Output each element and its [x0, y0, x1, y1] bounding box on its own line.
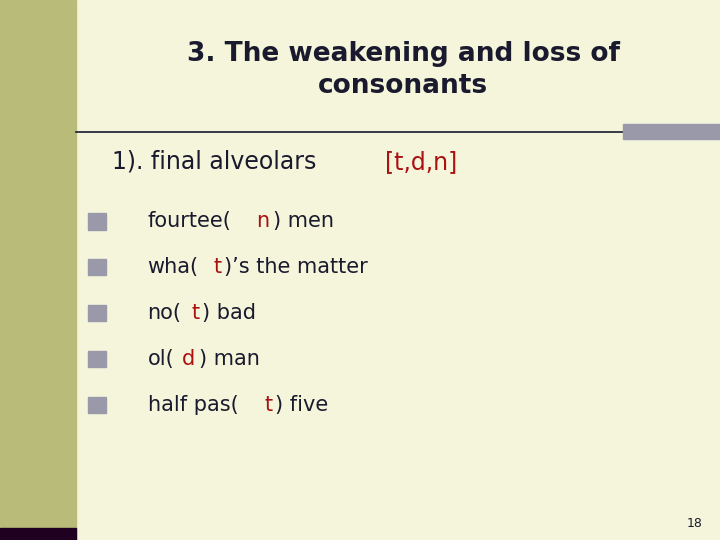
Text: 1). final alveolars: 1). final alveolars — [112, 150, 323, 174]
Text: half pas(: half pas( — [148, 395, 238, 415]
Text: ) five: ) five — [275, 395, 328, 415]
Text: ) man: ) man — [199, 349, 260, 369]
Bar — [89, 213, 107, 230]
Text: 3. The weakening and loss of: 3. The weakening and loss of — [186, 41, 620, 67]
Text: [t,d,n]: [t,d,n] — [385, 150, 457, 174]
Text: t: t — [192, 303, 199, 323]
Text: ) men: ) men — [273, 211, 334, 232]
Bar — [0, 0, 76, 540]
Text: d: d — [182, 349, 195, 369]
Bar — [623, 124, 720, 139]
Text: n: n — [256, 211, 269, 232]
Bar — [0, 528, 76, 540]
Text: ) bad: ) bad — [202, 303, 256, 323]
Bar — [89, 351, 107, 367]
Text: ol(: ol( — [148, 349, 174, 369]
Text: consonants: consonants — [318, 73, 488, 99]
Text: wha(: wha( — [148, 257, 199, 278]
Bar — [89, 397, 107, 413]
Text: no(: no( — [148, 303, 181, 323]
Bar — [89, 305, 107, 321]
Text: 18: 18 — [687, 517, 703, 530]
Text: fourtee(: fourtee( — [148, 211, 231, 232]
Text: t: t — [265, 395, 273, 415]
Bar — [89, 259, 107, 275]
Text: )’s the matter: )’s the matter — [224, 257, 368, 278]
Text: t: t — [214, 257, 222, 278]
